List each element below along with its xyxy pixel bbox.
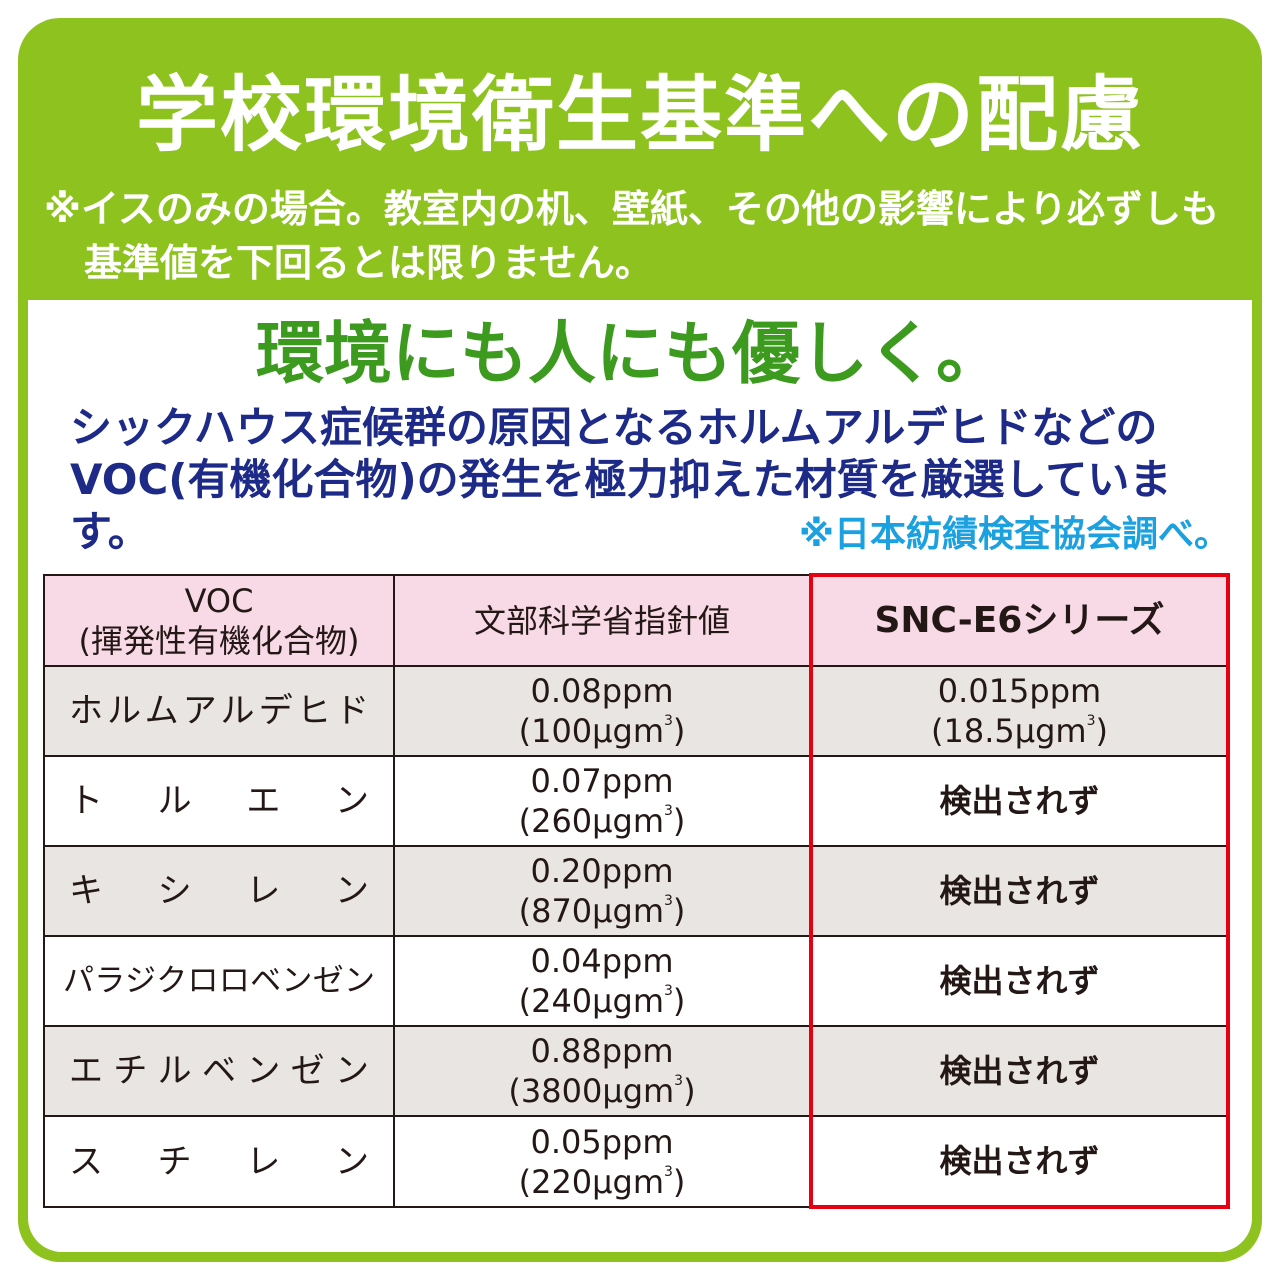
header-voc: VOC (揮発性有機化合物) [43, 574, 395, 667]
product-value: 検出されず [809, 1025, 1230, 1117]
header-product: SNC-E6シリーズ [809, 573, 1230, 667]
note-mark: ※ [44, 187, 81, 231]
table-header-row: VOC (揮発性有機化合物) 文部科学省指針値 SNC-E6シリーズ [43, 573, 1230, 667]
voc-name: ト ル エ ン [43, 755, 395, 847]
note-text: イスのみの場合。教室内の机、壁紙、その他の影響により必ずしも基準値を下回るとは限… [80, 187, 1220, 285]
page-title: 学校環境衛生基準への配慮 [135, 68, 1144, 163]
standard-value: 0.88ppm (3800μgm3) [393, 1025, 812, 1117]
product-value: 検出されず [809, 845, 1230, 937]
source-note: ※日本紡績検査協会調べ。 [799, 514, 1230, 555]
table-row: ホルムアルデヒド 0.08ppm (100μgm3) 0.015ppm (18.5μ… [43, 665, 1230, 757]
standard-value: 0.04ppm (240μgm3) [393, 935, 812, 1027]
product-value: 検出されず [809, 935, 1230, 1027]
table-row: ト ル エ ン 0.07ppm (260μgm3) 検出されず [43, 755, 1230, 847]
product-value: 検出されず [809, 755, 1230, 847]
table-row: エチルベンゼン 0.88ppm (3800μgm3) 検出されず [43, 1025, 1230, 1117]
voc-table: VOC (揮発性有機化合物) 文部科学省指針値 SNC-E6シリーズ ホルムアルデ… [43, 573, 1230, 1209]
standard-value: 0.07ppm (260μgm3) [393, 755, 812, 847]
header-voc-line1: VOC [184, 581, 254, 620]
voc-name: ス チ レ ン [43, 1115, 395, 1208]
product-value: 0.015ppm (18.5μgm3) [809, 665, 1230, 757]
voc-name: キ シ レ ン [43, 845, 395, 937]
standard-value: 0.05ppm (220μgm3) [393, 1115, 812, 1208]
standard-value: 0.08ppm (100μgm3) [393, 665, 812, 757]
table-row: キ シ レ ン 0.20ppm (870μgm3) 検出されず [43, 845, 1230, 937]
standard-value: 0.20ppm (870μgm3) [393, 845, 812, 937]
header-voc-line2: (揮発性有機化合物) [78, 621, 360, 660]
description: シックハウス症候群の原因となるホルムアルデヒドなどのVOC(有機化合物)の発生を… [70, 403, 1172, 556]
header-standard: 文部科学省指針値 [393, 574, 812, 667]
headline: 環境にも人にも優しく。 [255, 315, 1004, 394]
voc-name: ホルムアルデヒド [43, 665, 395, 757]
voc-name: パラジクロロベンゼン [43, 935, 395, 1027]
table-row: ス チ レ ン 0.05ppm (220μgm3) 検出されず [43, 1115, 1230, 1209]
table-row: パラジクロロベンゼン 0.04ppm (240μgm3) 検出されず [43, 935, 1230, 1027]
product-value: 検出されず [809, 1115, 1230, 1209]
disclaimer-note: ※イスのみの場合。教室内の机、壁紙、その他の影響により必ずしも基準値を下回るとは… [44, 182, 1244, 290]
voc-name: エチルベンゼン [43, 1025, 395, 1117]
